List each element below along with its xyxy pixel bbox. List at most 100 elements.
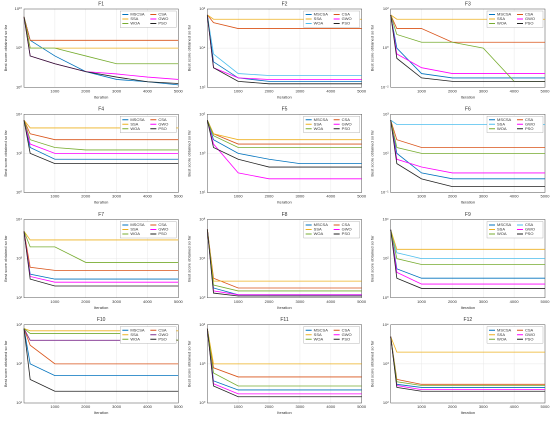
legend-label: CSA (342, 222, 351, 227)
series-line (390, 336, 545, 391)
chart-title: F5 (282, 107, 288, 113)
y-tick-label: 10⁶ (199, 6, 205, 11)
series-line (23, 231, 179, 241)
series-line (23, 16, 179, 65)
chart-title: F12 (464, 317, 473, 323)
series-line (207, 14, 362, 29)
series-line (23, 120, 179, 165)
x-tick-label: 5000 (174, 404, 184, 409)
x-tick-label: 1000 (234, 299, 244, 304)
series-line (390, 229, 545, 265)
legend-label: WOA (497, 21, 507, 26)
x-tick-label: 5000 (357, 299, 367, 304)
y-tick-label: 10¹ (200, 190, 206, 195)
x-tick-label: 1000 (417, 194, 427, 199)
x-tick-label: 3000 (479, 88, 489, 93)
legend-label: SSA (314, 16, 322, 21)
legend-label: WOA (314, 231, 324, 236)
legend-label: MSCSA (314, 327, 329, 332)
y-tick-label: 10⁰ (16, 84, 22, 89)
y-tick-label: 10² (383, 6, 389, 11)
series-line (206, 328, 362, 378)
legend-label: CSA (342, 12, 351, 17)
series-line (390, 229, 545, 285)
legend-label: GWO (158, 332, 168, 337)
series-line (390, 120, 545, 188)
series-line (206, 14, 362, 76)
legend-label: MSCSA (130, 117, 145, 122)
series-line (23, 231, 179, 283)
series-line (206, 119, 362, 148)
legend-label: WOA (130, 336, 140, 341)
legend-label: SSA (497, 227, 505, 232)
series-line (206, 229, 362, 282)
series-line (23, 16, 179, 84)
legend-label: SSA (497, 16, 505, 21)
legend-label: WOA (497, 336, 507, 341)
legend-label: GWO (342, 16, 352, 21)
legend-label: WOA (314, 336, 324, 341)
legend-label: GWO (525, 16, 535, 21)
legend-label: PSO (342, 336, 350, 341)
plot-frame (207, 219, 362, 298)
legend-label: MSCSA (497, 327, 512, 332)
legend-label: SSA (130, 121, 138, 126)
legend-label: PSO (158, 231, 166, 236)
y-tick-label: 10⁴ (199, 45, 205, 50)
y-tick-label: 10¹ (383, 150, 389, 155)
x-tick-label: 1000 (234, 404, 244, 409)
legend-label: SSA (130, 332, 138, 337)
x-tick-label: 4000 (143, 299, 153, 304)
x-tick-label: 4000 (326, 88, 336, 93)
chart-title: F3 (465, 1, 471, 7)
x-tick-label: 3000 (112, 88, 122, 93)
y-tick-label: 10² (383, 256, 389, 261)
legend-label: MSCSA (497, 12, 512, 17)
legend-label: CSA (342, 327, 351, 332)
y-tick-label: 10³ (16, 256, 22, 261)
legend-label: PSO (158, 21, 166, 26)
x-tick-label: 5000 (541, 194, 550, 199)
series-line (206, 328, 362, 398)
series-line (206, 14, 362, 82)
legend-label: MSCSA (314, 222, 329, 227)
series-line (23, 328, 179, 377)
legend-label: MSCSA (314, 117, 329, 122)
y-axis-label: Best score obtained so far (186, 235, 191, 282)
legend-label: PSO (342, 21, 350, 26)
legend-label: CSA (158, 12, 167, 17)
legend-label: SSA (497, 332, 505, 337)
y-axis-label: Best score obtained so far (370, 235, 375, 282)
y-axis-label: Best score obtained so far (3, 340, 8, 387)
series-line (23, 231, 179, 263)
legend-label: GWO (342, 121, 352, 126)
x-axis-label: Iteration (94, 94, 108, 99)
x-tick-label: 5000 (541, 299, 550, 304)
legend-label: GWO (158, 16, 168, 21)
series-line (390, 120, 545, 174)
x-tick-label: 2000 (448, 299, 458, 304)
x-tick-label: 3000 (295, 194, 305, 199)
series-line (23, 231, 179, 287)
plot-frame (390, 324, 546, 404)
legend-label: GWO (525, 227, 535, 232)
y-tick-label: 10¹ (16, 400, 22, 405)
x-tick-label: 5000 (541, 88, 550, 93)
legend-box (486, 10, 544, 28)
legend-label: SSA (314, 332, 322, 337)
series-line (390, 229, 545, 250)
legend-label: CSA (158, 222, 167, 227)
chart-title: F10 (97, 317, 106, 323)
y-tick-label: 10³ (200, 361, 206, 366)
series-line (206, 229, 362, 297)
y-tick-label: 10⁸ (199, 217, 205, 222)
y-tick-label: 10³ (200, 150, 206, 155)
y-tick-label: 10⁵ (199, 111, 205, 116)
series-line (390, 14, 545, 74)
x-tick-label: 3000 (295, 299, 305, 304)
legend-box (486, 221, 544, 239)
x-tick-label: 3000 (295, 88, 305, 93)
y-axis-label: Best score obtained so far (3, 24, 8, 71)
